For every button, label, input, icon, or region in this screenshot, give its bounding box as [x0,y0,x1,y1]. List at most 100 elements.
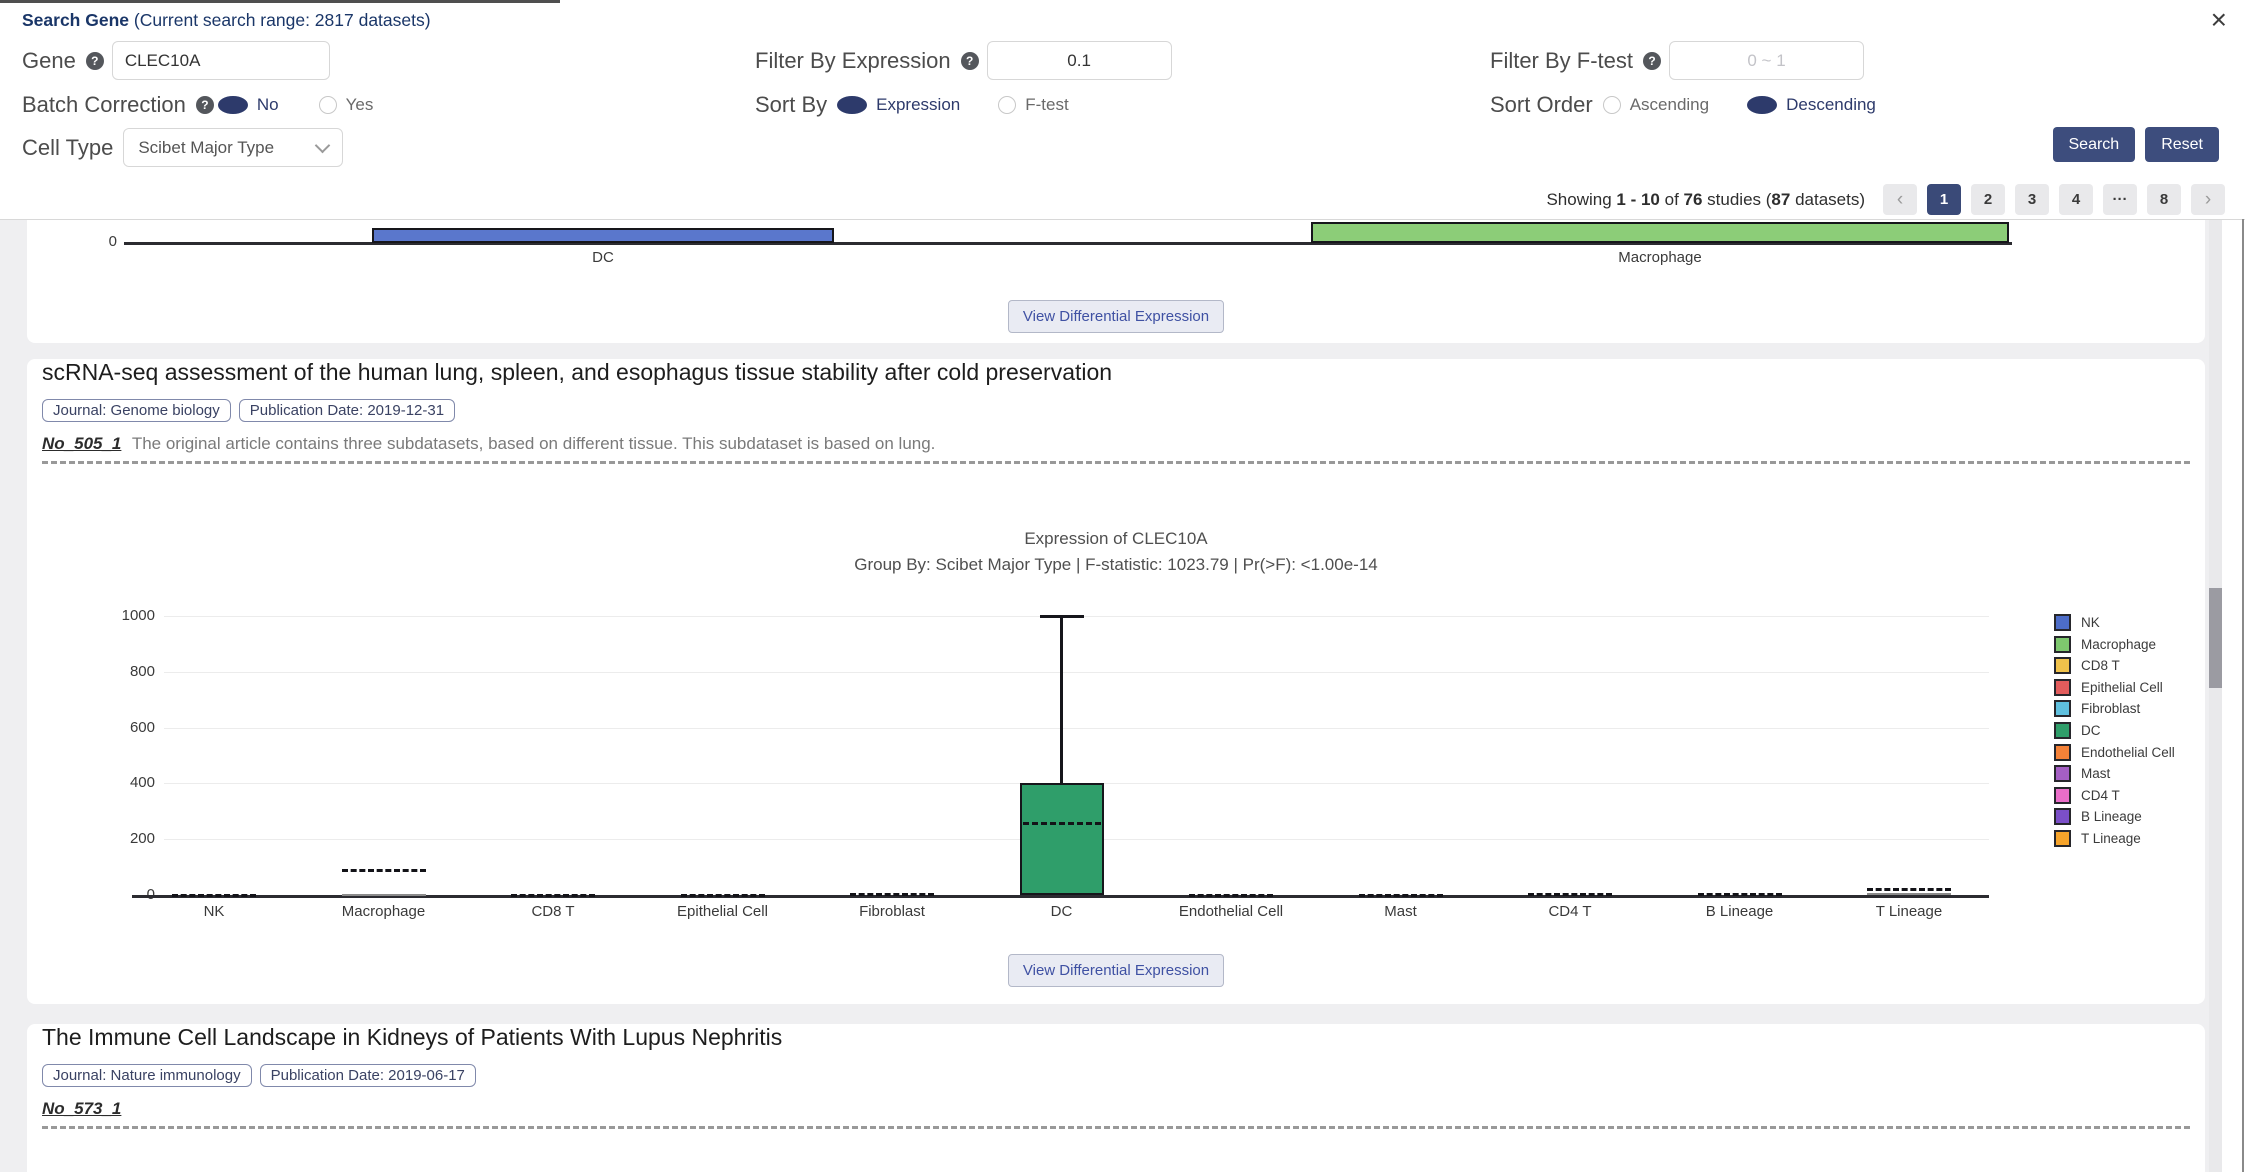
sort-order-label: Sort Order [1490,92,1593,117]
badge: Publication Date: 2019-06-17 [259,1064,476,1087]
sort-order-ascending-label: Ascending [1629,95,1710,114]
page-button-1[interactable]: 1 [1927,184,1961,215]
legend-item-Epithelial Cell[interactable]: Epithelial Cell [2054,678,2222,697]
study-title: The Immune Cell Landscape in Kidneys of … [42,1024,783,1050]
filter-ftest-label: Filter By F-test [1490,47,1634,73]
filter-ftest-help-icon[interactable]: ? [1643,51,1662,70]
x-axis [124,242,2012,245]
legend-label: DC [2081,723,2101,738]
median-line-CD4 T [1528,893,1612,897]
page-prev-button[interactable]: ‹ [1883,184,1917,215]
card-partial-chart: 0 DC Macrophage View Differential Expressi… [27,220,2205,343]
page-button-2[interactable]: 2 [1971,184,2005,215]
filter-ftest-input[interactable] [1669,41,1865,80]
results-scroll-area[interactable]: 0 DC Macrophage View Differential Expressi… [0,220,2222,1172]
expression-chart: 0 200 400 600 800 1000 NK Macrophage CD8 T Epithe… [27,359,2205,1004]
legend-item-CD4 T[interactable]: CD4 T [2054,786,2222,805]
sort-order-option-descending[interactable]: Descending [1747,95,1876,115]
category-label-CD4 T: CD4 T [1548,903,1592,920]
close-button[interactable]: × [2209,4,2229,36]
pagination-summary-part: 87 [1771,189,1791,209]
legend-item-T Lineage[interactable]: T Lineage [2054,830,2222,848]
category-label-Fibroblast: Fibroblast [859,903,925,920]
legend-item-Endothelial Cell[interactable]: Endothelial Cell [2054,743,2222,762]
radio-selected-icon [1747,96,1778,114]
legend-label: T Lineage [2081,831,2141,846]
close-icon: × [2210,4,2227,35]
legend-swatch-icon [2054,743,2071,761]
median-line-DC [1022,822,1101,826]
reset-button[interactable]: Reset [2145,127,2219,162]
legend-swatch-icon [2054,808,2071,826]
pagination-summary-part: of [1659,189,1684,209]
gene-input[interactable] [111,41,330,80]
median-line-Macrophage [341,869,426,873]
legend-item-CD8 T[interactable]: CD8 T [2054,657,2222,675]
sort-by-option-ftest[interactable]: F-test [998,95,1069,115]
search-button[interactable]: Search [2052,127,2136,162]
batch-option-yes[interactable]: Yes [318,95,373,115]
scrollbar-thumb[interactable] [2209,588,2222,688]
category-label-CD8 T: CD8 T [531,903,575,920]
study-badges: Journal: Nature immunology Publication Da… [42,1064,2190,1087]
cell-type-value: Scibet Major Type [138,137,275,157]
legend-label: Mast [2081,766,2111,782]
batch-option-no-label: No [256,95,279,114]
legend-label: Endothelial Cell [2081,744,2175,760]
pagination-summary-part: studies ( [1702,189,1772,209]
category-label-Endothelial Cell: Endothelial Cell [1178,903,1284,920]
y-tick-0: 0 [108,233,117,250]
legend-swatch-icon [2054,635,2071,653]
median-line-Endothelial Cell [1189,893,1273,897]
view-differential-expression-button[interactable]: View Differential Expression [1007,954,1225,987]
cell-type-select[interactable]: Scibet Major Type [123,128,344,167]
scrollbar-track[interactable] [2209,220,2222,1172]
box-DC [372,228,834,243]
median-line-Fibroblast [850,893,934,897]
gene-label: Gene [22,47,76,73]
median-line-Mast [1358,894,1443,898]
box-DC [1019,783,1104,895]
study-title: scRNA-seq assessment of the human lung, … [42,359,1113,385]
view-differential-expression-button[interactable]: View Differential Expression [1007,300,1225,333]
radio-selected-icon [217,96,248,114]
gene-help-icon[interactable]: ? [85,51,104,70]
y-tick-1000: 1000 [121,607,155,624]
legend-label: CD4 T [2081,787,2120,803]
legend-label: Epithelial Cell [2081,679,2163,695]
legend-label: B Lineage [2081,809,2142,825]
legend-item-NK[interactable]: NK [2054,614,2222,632]
batch-correction-help-icon[interactable]: ? [195,96,214,114]
filter-expression-input[interactable] [986,41,1172,80]
dashed-divider [42,1126,2190,1129]
sort-order-option-ascending[interactable]: Ascending [1602,95,1710,115]
page-ellipsis-button[interactable]: ··· [2103,184,2137,215]
legend-swatch-icon [2054,614,2071,631]
category-label-T Lineage: T Lineage [1875,903,1943,920]
sort-by-option-expression[interactable]: Expression [837,95,960,115]
dashed-divider [42,461,2190,464]
radio-unselected-icon [318,96,337,114]
pagination-pages: ‹ 1 2 3 4 ··· 8 › [1883,184,2225,215]
legend-label: Fibroblast [2081,701,2141,717]
median-line-NK [172,894,256,898]
legend-item-B Lineage[interactable]: B Lineage [2054,808,2222,826]
legend-label: CD8 T [2081,658,2120,674]
filter-expression-help-icon[interactable]: ? [960,51,979,70]
page-button-4[interactable]: 4 [2059,184,2093,215]
legend-item-Fibroblast[interactable]: Fibroblast [2054,700,2222,718]
pagination-summary-part: Showing [1546,189,1617,209]
batch-option-no[interactable]: No [217,95,279,115]
legend-swatch-icon [2054,722,2071,739]
legend-item-DC[interactable]: DC [2054,722,2222,740]
panel-title-text: Search Gene [22,10,129,30]
page-button-8[interactable]: 8 [2147,184,2181,215]
page-button-3[interactable]: 3 [2015,184,2049,215]
legend-item-Macrophage[interactable]: Macrophage [2054,635,2222,654]
legend-label: Macrophage [2081,636,2157,652]
top-edge-artifact [0,0,560,3]
sort-by-expression-label: Expression [876,95,961,114]
page-next-button[interactable]: › [2191,184,2225,215]
median-line-CD8 T [511,893,595,897]
legend-item-Mast[interactable]: Mast [2054,765,2222,783]
